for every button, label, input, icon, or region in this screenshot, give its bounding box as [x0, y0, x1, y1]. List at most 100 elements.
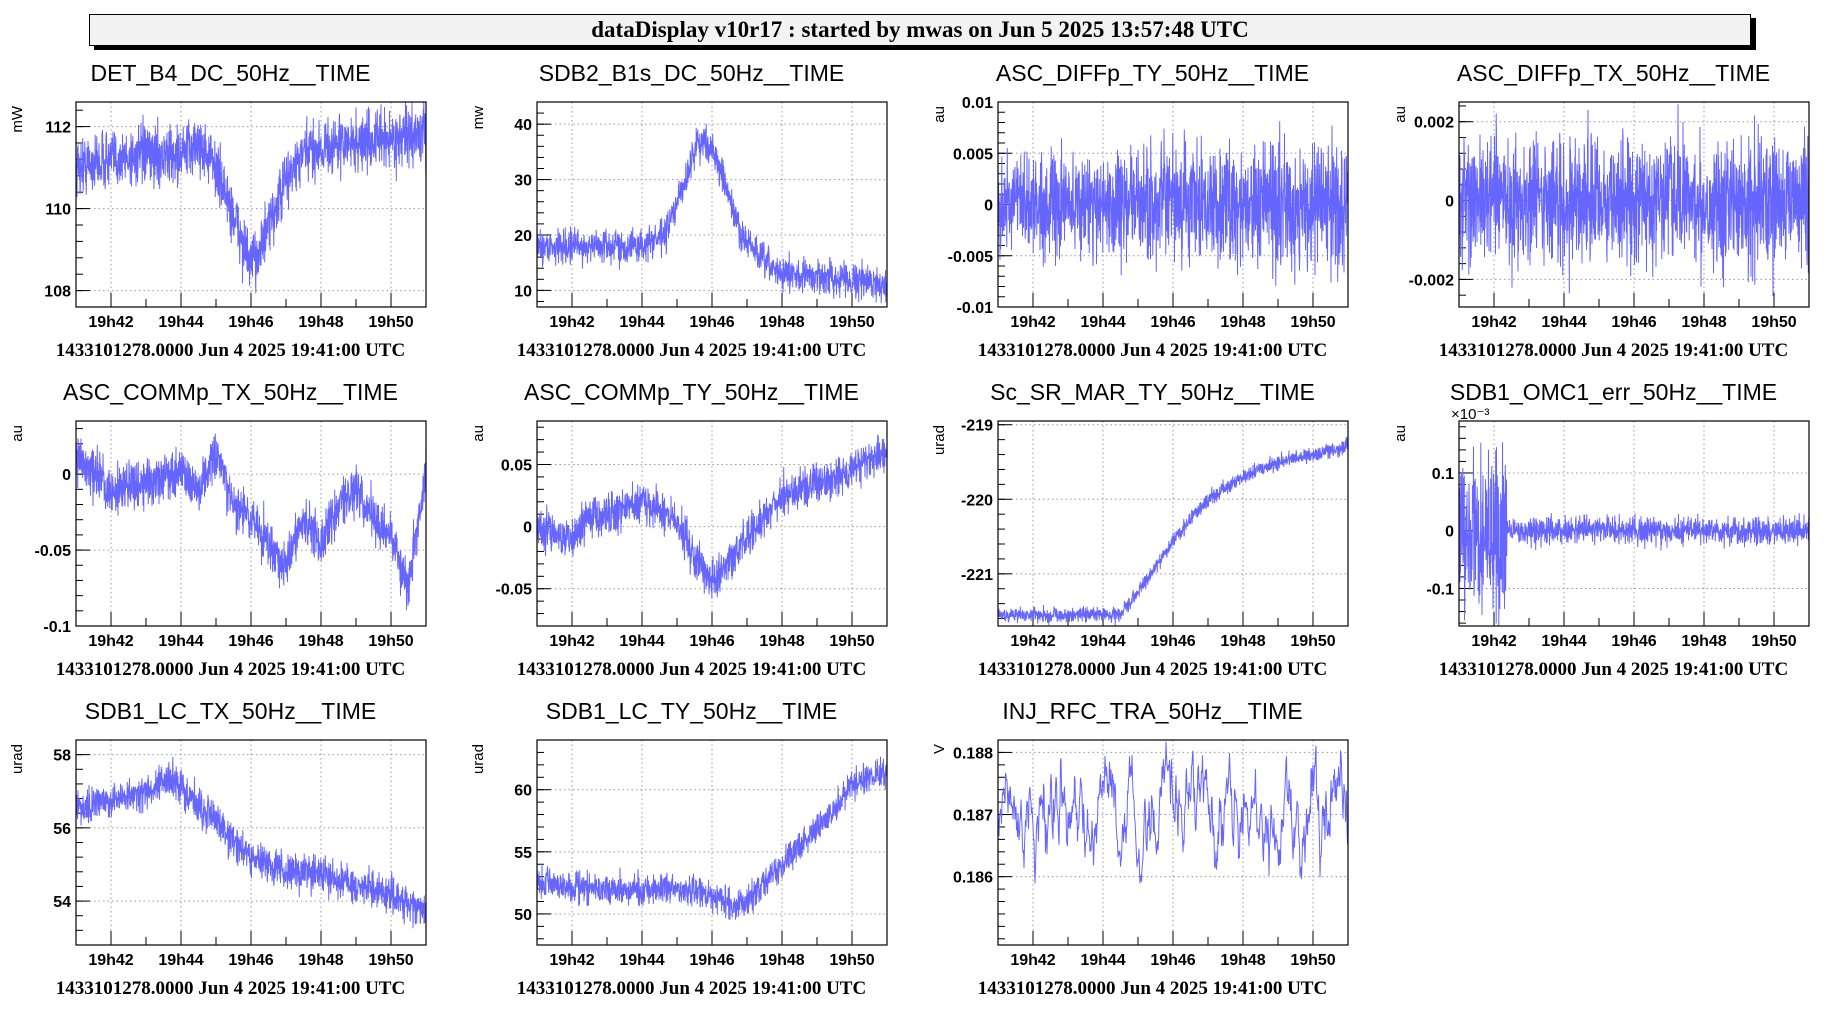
x-tick-label: 19h46 [1150, 314, 1195, 331]
y-tick-label: 0.05 [501, 457, 532, 474]
plot-canvas: 19h42 19h44 19h46 19h48 19h50 -0.1 0 0.1 au ×10⁻³ [1392, 406, 1810, 650]
y-tick-label: 0 [1445, 524, 1454, 541]
plot-footer-timestamp: 1433101278.0000 Jun 4 2025 19:41:00 UTC [55, 340, 406, 361]
plot-panel: 1433101278.0000 Jun 4 2025 19:41:00 UTC 1… [461, 698, 922, 1017]
y-tick-label: -0.1 [1426, 581, 1454, 598]
y-tick-label: -220 [961, 492, 993, 509]
x-tick-label: 19h46 [1150, 633, 1195, 650]
plot-panel: 1433101278.0000 Jun 4 2025 19:41:00 UTC 1… [922, 60, 1383, 379]
plot-panel: 1433101278.0000 Jun 4 2025 19:41:00 UTC 1… [461, 379, 922, 698]
y-tick-label: -0.002 [1409, 272, 1454, 289]
x-tick-label: 19h48 [298, 314, 343, 331]
x-tick-label: 19h42 [549, 314, 594, 331]
plot-canvas: 19h42 19h44 19h46 19h48 19h50 0.186 0.187 0.188… [931, 739, 1349, 969]
x-tick-label: 19h44 [158, 633, 203, 650]
x-tick-label: 19h44 [158, 952, 203, 969]
x-tick-label: 19h46 [228, 952, 273, 969]
plot-footer-timestamp: 1433101278.0000 Jun 4 2025 19:41:00 UTC [516, 978, 867, 999]
plot-panel: 1433101278.0000 Jun 4 2025 19:41:00 UTC 1… [461, 60, 922, 379]
y-scale-exponent: ×10⁻³ [1451, 406, 1489, 423]
y-tick-label: 60 [514, 783, 532, 800]
plot-frame [997, 101, 1349, 308]
y-tick-label: 40 [514, 117, 532, 134]
y-tick-label: 10 [514, 283, 532, 300]
series-line [997, 741, 1349, 884]
series-line [997, 436, 1349, 627]
plot-footer-timestamp: 1433101278.0000 Jun 4 2025 19:41:00 UTC [977, 340, 1328, 361]
series-line [1458, 104, 1810, 296]
plot-panel: 1433101278.0000 Jun 4 2025 19:41:00 UTC 1… [1383, 60, 1844, 379]
x-tick-label: 19h46 [1611, 633, 1656, 650]
x-tick-label: 19h42 [1010, 633, 1055, 650]
plot-frame [536, 101, 888, 308]
x-tick-label: 19h50 [1290, 633, 1335, 650]
y-tick-label: 0.01 [962, 95, 993, 112]
x-tick-label: 19h50 [1290, 952, 1335, 969]
y-tick-label: 30 [514, 173, 532, 190]
y-tick-label: 108 [44, 284, 71, 301]
y-tick-label: -219 [961, 418, 993, 435]
plot-canvas: 19h42 19h44 19h46 19h48 19h50 50 55 60 urad [470, 739, 888, 969]
plot-footer-timestamp: 1433101278.0000 Jun 4 2025 19:41:00 UTC [1438, 659, 1789, 680]
y-axis-label: au [470, 425, 487, 442]
x-tick-label: 19h48 [298, 633, 343, 650]
plot-frame [75, 739, 427, 946]
x-tick-label: 19h50 [1751, 314, 1796, 331]
x-tick-label: 19h46 [689, 633, 734, 650]
y-tick-label: 0.005 [953, 146, 993, 163]
y-axis-label: mw [470, 106, 487, 129]
plot-title: SDB1_LC_TX_50Hz__TIME [84, 698, 377, 724]
plot-panel: 1433101278.0000 Jun 4 2025 19:41:00 UTC 1… [0, 698, 461, 1017]
plot-frame [75, 420, 427, 627]
y-tick-label: 112 [45, 120, 71, 137]
y-axis-label: V [931, 744, 948, 754]
x-tick-label: 19h50 [368, 633, 413, 650]
x-tick-label: 19h44 [619, 633, 664, 650]
x-tick-label: 19h46 [228, 314, 273, 331]
x-tick-label: 19h50 [1751, 633, 1796, 650]
y-tick-label: 56 [53, 821, 71, 838]
x-tick-label: 19h44 [1080, 952, 1125, 969]
plot-canvas: 19h42 19h44 19h46 19h48 19h50 -0.1 -0.05 0 au [9, 420, 427, 650]
x-tick-label: 19h42 [549, 952, 594, 969]
y-tick-label: 0 [62, 467, 71, 484]
series-line [75, 756, 427, 930]
x-tick-label: 19h42 [549, 633, 594, 650]
plot-footer-timestamp: 1433101278.0000 Jun 4 2025 19:41:00 UTC [55, 659, 406, 680]
y-axis-label: urad [9, 744, 26, 774]
y-tick-label: -221 [961, 567, 993, 584]
y-axis-label: mW [9, 105, 26, 132]
plot-title: ASC_COMMp_TX_50Hz__TIME [63, 379, 398, 405]
plot-footer-timestamp: 1433101278.0000 Jun 4 2025 19:41:00 UTC [516, 340, 867, 361]
x-tick-label: 19h48 [298, 952, 343, 969]
x-tick-label: 19h48 [759, 952, 804, 969]
y-axis-label: urad [931, 425, 948, 455]
x-tick-label: 19h44 [1080, 633, 1125, 650]
y-tick-label: 0.002 [1414, 115, 1454, 132]
y-tick-label: 0.1 [1432, 466, 1454, 483]
y-tick-label: -0.01 [957, 300, 994, 317]
y-tick-label: 0 [1445, 194, 1454, 211]
plot-frame [536, 739, 888, 946]
y-tick-label: 54 [53, 894, 71, 911]
x-tick-label: 19h42 [1471, 633, 1516, 650]
plot-frame [75, 101, 427, 308]
plot-canvas: 19h42 19h44 19h46 19h48 19h50 54 56 58 urad [9, 739, 427, 969]
y-tick-label: -0.1 [43, 619, 71, 636]
plot-panel: 1433101278.0000 Jun 4 2025 19:41:00 UTC 1… [1383, 379, 1844, 698]
y-tick-label: 20 [514, 228, 532, 245]
x-tick-label: 19h44 [619, 314, 664, 331]
x-tick-label: 19h42 [1471, 314, 1516, 331]
plot-frame [997, 739, 1349, 946]
x-tick-label: 19h50 [368, 952, 413, 969]
window-title: dataDisplay v10r17 : started by mwas on … [591, 17, 1249, 42]
y-axis-label: au [1392, 106, 1409, 123]
plot-frame [1458, 101, 1810, 308]
series-line [536, 123, 888, 304]
x-tick-label: 19h46 [228, 633, 273, 650]
series-line [997, 120, 1349, 286]
plot-panel: 1433101278.0000 Jun 4 2025 19:41:00 UTC 1… [0, 60, 461, 379]
plot-title: DET_B4_DC_50Hz__TIME [90, 60, 371, 86]
y-tick-label: 0 [984, 198, 993, 215]
y-tick-label: 58 [53, 748, 71, 765]
